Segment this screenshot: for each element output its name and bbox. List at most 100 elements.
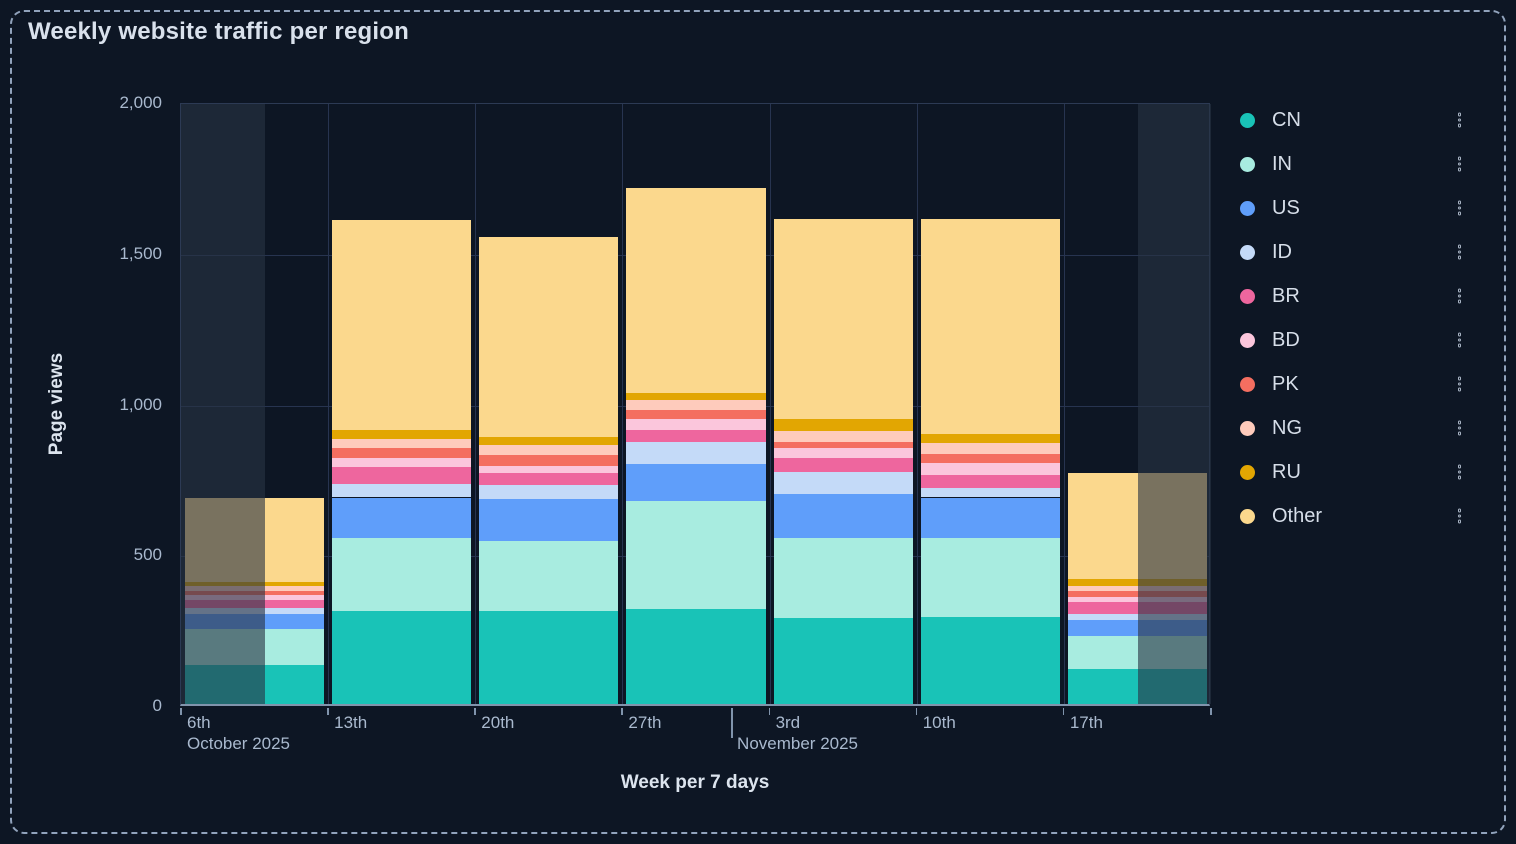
bar-segment-other[interactable] (773, 218, 913, 420)
kebab-menu-icon[interactable] (1457, 418, 1463, 437)
kebab-dot (1457, 431, 1461, 436)
bar-segment-ng[interactable] (626, 399, 766, 411)
month-divider-tick (731, 708, 733, 738)
bar-week-20th[interactable] (479, 236, 619, 704)
bar-segment-ru[interactable] (773, 419, 913, 432)
bar-segment-ng[interactable] (332, 438, 472, 448)
bar-segment-pk[interactable] (920, 453, 1060, 463)
bar-segment-bd[interactable] (1067, 596, 1207, 602)
x-axis-tick-label: 17th (1069, 713, 1103, 732)
bar-segment-id[interactable] (773, 471, 913, 495)
x-axis-tick (621, 708, 623, 715)
bar-segment-br[interactable] (332, 467, 472, 484)
kebab-menu-icon[interactable] (1457, 286, 1463, 305)
x-axis-tick-label: 10th (922, 713, 956, 732)
legend-item-br[interactable]: BR (1240, 284, 1468, 308)
legend-item-other[interactable]: Other (1240, 504, 1468, 528)
legend-item-in[interactable]: IN (1240, 152, 1468, 176)
kebab-menu-icon[interactable] (1457, 110, 1463, 129)
bar-segment-ng[interactable] (773, 431, 913, 442)
bar-segment-ng[interactable] (1067, 586, 1207, 591)
vertical-gridline (622, 104, 624, 704)
kebab-dot (1457, 167, 1461, 172)
bar-segment-in[interactable] (920, 538, 1060, 617)
bar-week-3rd[interactable] (773, 218, 913, 704)
bar-segment-us[interactable] (479, 499, 619, 542)
bar-segment-bd[interactable] (920, 462, 1060, 475)
unselected-region-left (181, 104, 266, 704)
bar-segment-in[interactable] (626, 500, 766, 610)
bar-segment-bd[interactable] (479, 465, 619, 474)
bar-segment-in[interactable] (332, 538, 472, 611)
kebab-menu-icon[interactable] (1457, 506, 1463, 525)
legend-item-cn[interactable]: CN (1240, 108, 1468, 132)
bar-segment-us[interactable] (920, 497, 1060, 539)
bar-segment-pk[interactable] (479, 455, 619, 466)
legend-item-bd[interactable]: BD (1240, 328, 1468, 352)
kebab-menu-icon[interactable] (1457, 154, 1463, 173)
y-axis-tick-label: 500 (133, 545, 162, 565)
kebab-menu-icon[interactable] (1457, 462, 1463, 481)
legend-color-dot (1240, 464, 1255, 480)
bar-segment-other[interactable] (479, 236, 619, 438)
bar-segment-us[interactable] (773, 494, 913, 539)
bar-segment-ru[interactable] (920, 434, 1060, 444)
bar-segment-id[interactable] (332, 483, 472, 498)
kebab-menu-icon[interactable] (1457, 198, 1463, 217)
bar-segment-in[interactable] (479, 541, 619, 611)
y-axis-tick-label: 1,000 (119, 394, 162, 414)
legend-label: IN (1272, 152, 1292, 175)
bar-segment-ru[interactable] (332, 429, 472, 439)
kebab-dot (1457, 343, 1461, 348)
legend-item-ng[interactable]: NG (1240, 416, 1468, 440)
bar-segment-cn[interactable] (332, 610, 472, 704)
bar-segment-in[interactable] (773, 538, 913, 619)
legend-item-ru[interactable]: RU (1240, 460, 1468, 484)
bar-segment-br[interactable] (479, 473, 619, 486)
bar-segment-bd[interactable] (332, 458, 472, 468)
bar-segment-us[interactable] (626, 464, 766, 501)
bar-segment-ng[interactable] (479, 444, 619, 456)
kebab-menu-icon[interactable] (1457, 374, 1463, 393)
bar-segment-pk[interactable] (773, 441, 913, 448)
bar-segment-ru[interactable] (1067, 578, 1207, 587)
bar-segment-pk[interactable] (332, 447, 472, 459)
bar-segment-bd[interactable] (626, 419, 766, 430)
kebab-dot (1457, 426, 1461, 430)
bar-segment-other[interactable] (626, 188, 766, 394)
bar-segment-id[interactable] (626, 441, 766, 465)
kebab-dot (1457, 162, 1461, 166)
bar-segment-br[interactable] (920, 474, 1060, 489)
bar-segment-br[interactable] (626, 429, 766, 442)
legend-label: BR (1272, 284, 1300, 307)
kebab-dot (1457, 382, 1461, 386)
bar-segment-br[interactable] (773, 458, 913, 472)
bar-week-27th[interactable] (626, 188, 766, 704)
bar-segment-ru[interactable] (479, 437, 619, 445)
legend-item-id[interactable]: ID (1240, 240, 1468, 264)
bar-segment-id[interactable] (920, 488, 1060, 498)
kebab-menu-icon[interactable] (1457, 330, 1463, 349)
kebab-menu-icon[interactable] (1457, 242, 1463, 261)
bar-segment-us[interactable] (332, 497, 472, 539)
bar-segment-cn[interactable] (626, 609, 766, 704)
bar-segment-cn[interactable] (920, 616, 1060, 704)
bar-segment-bd[interactable] (773, 447, 913, 459)
bar-segment-pk[interactable] (626, 410, 766, 420)
bar-week-13th[interactable] (332, 220, 472, 704)
bar-segment-other[interactable] (332, 220, 472, 430)
bar-segment-cn[interactable] (479, 610, 619, 704)
legend-item-pk[interactable]: PK (1240, 372, 1468, 396)
bar-segment-pk[interactable] (1067, 590, 1207, 597)
bar-segment-id[interactable] (479, 485, 619, 499)
legend-item-us[interactable]: US (1240, 196, 1468, 220)
x-axis-tick (474, 708, 476, 715)
bar-segment-other[interactable] (920, 218, 1060, 435)
legend-color-dot (1240, 332, 1255, 348)
bar-segment-ru[interactable] (626, 393, 766, 400)
legend-color-dot (1240, 200, 1255, 216)
bar-segment-id[interactable] (1067, 613, 1207, 620)
bar-week-10th[interactable] (920, 218, 1060, 704)
bar-segment-cn[interactable] (773, 618, 913, 704)
bar-segment-ng[interactable] (920, 443, 1060, 454)
